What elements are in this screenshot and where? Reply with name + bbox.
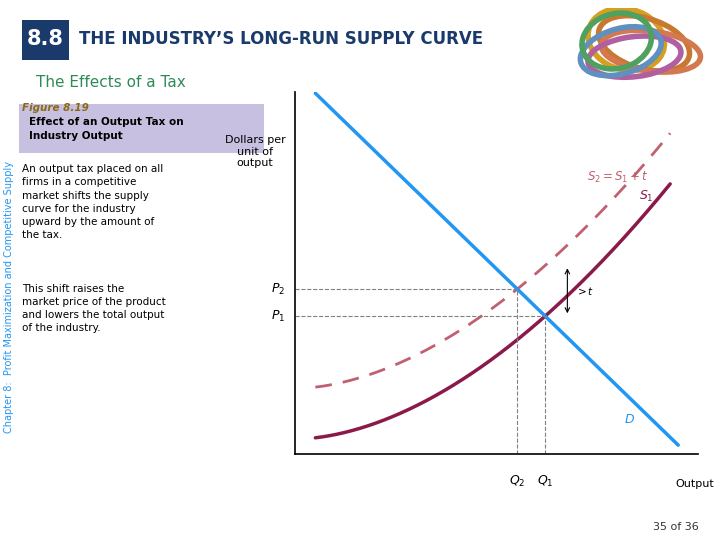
Text: This shift raises the
market price of the product
and lowers the total output
of: This shift raises the market price of th…: [22, 284, 166, 333]
Text: $Q_2$: $Q_2$: [509, 474, 526, 489]
Text: Chapter 8:  Profit Maximization and Competitive Supply: Chapter 8: Profit Maximization and Compe…: [4, 161, 14, 433]
Text: $S_2 = S_1 + t$: $S_2 = S_1 + t$: [587, 170, 649, 185]
Text: $S_1$: $S_1$: [639, 188, 653, 204]
Text: THE INDUSTRY’S LONG-RUN SUPPLY CURVE: THE INDUSTRY’S LONG-RUN SUPPLY CURVE: [79, 30, 483, 48]
Text: $P_2$: $P_2$: [271, 281, 285, 296]
Text: $P_1$: $P_1$: [271, 308, 285, 323]
Text: 8.8: 8.8: [27, 29, 63, 49]
Text: Effect of an Output Tax on
Industry Output: Effect of an Output Tax on Industry Outp…: [29, 118, 184, 140]
FancyBboxPatch shape: [22, 20, 69, 60]
Text: $> t$: $> t$: [575, 285, 594, 297]
Text: Dollars per
unit of
output: Dollars per unit of output: [225, 135, 285, 168]
Text: Figure 8.19: Figure 8.19: [22, 103, 89, 113]
Text: The Effects of a Tax: The Effects of a Tax: [36, 75, 186, 90]
Text: $Q_1$: $Q_1$: [537, 474, 554, 489]
Text: Output: Output: [676, 479, 714, 489]
FancyBboxPatch shape: [19, 104, 264, 153]
Text: An output tax placed on all
firms in a competitive
market shifts the supply
curv: An output tax placed on all firms in a c…: [22, 164, 163, 240]
Text: 35 of 36: 35 of 36: [652, 522, 698, 532]
Text: $D$: $D$: [624, 413, 635, 426]
